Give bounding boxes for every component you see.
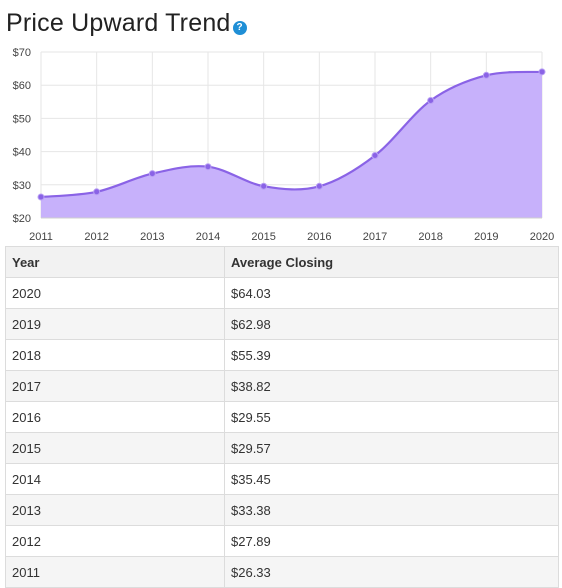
chart-header: Price Upward Trend ? — [6, 6, 247, 40]
x-tick-label: 2016 — [307, 231, 331, 243]
table-header-row: Year Average Closing — [5, 246, 559, 278]
data-point — [371, 152, 379, 160]
x-tick-label: 2013 — [140, 231, 164, 243]
table-row: 2014 $35.45 — [5, 463, 559, 495]
year-cell: 2012 — [5, 525, 225, 557]
closing-cell: $29.57 — [224, 432, 559, 464]
price-table: Year Average Closing 2020 $64.03 2019 $62.… — [5, 246, 559, 588]
year-cell: 2015 — [5, 432, 225, 464]
y-tick-label: $60 — [13, 80, 31, 92]
table-row: 2017 $38.82 — [5, 370, 559, 402]
closing-cell: $35.45 — [224, 463, 559, 495]
y-tick-label: $30 — [13, 180, 31, 192]
table-row: 2012 $27.89 — [5, 525, 559, 557]
y-tick-label: $70 — [13, 47, 31, 59]
closing-cell: $33.38 — [224, 494, 559, 526]
table-row: 2015 $29.57 — [5, 432, 559, 464]
x-tick-label: 2014 — [196, 231, 220, 243]
data-point — [93, 188, 101, 196]
closing-cell: $62.98 — [224, 308, 559, 340]
column-header-year: Year — [5, 246, 225, 278]
x-tick-label: 2011 — [29, 231, 53, 243]
x-tick-label: 2012 — [84, 231, 108, 243]
page-title: Price Upward Trend — [6, 8, 231, 37]
x-tick-label: 2018 — [418, 231, 442, 243]
table-row: 2018 $55.39 — [5, 339, 559, 371]
column-header-average-closing: Average Closing — [224, 246, 559, 278]
data-point — [315, 182, 323, 190]
x-tick-label: 2019 — [474, 231, 498, 243]
year-cell: 2011 — [5, 556, 225, 588]
year-cell: 2013 — [5, 494, 225, 526]
question-circle-icon[interactable]: ? — [232, 20, 247, 35]
year-cell: 2014 — [5, 463, 225, 495]
data-point — [260, 182, 268, 190]
table-row: 2019 $62.98 — [5, 308, 559, 340]
y-tick-label: $20 — [13, 213, 31, 225]
data-point — [427, 97, 435, 105]
series-line — [40, 70, 543, 199]
table-row: 2013 $33.38 — [5, 494, 559, 526]
closing-cell: $29.55 — [224, 401, 559, 433]
data-point — [538, 68, 546, 76]
area-chart: $20 $30 $40 $50 $60 $70 2011 2012 2013 2014 2015 20… — [13, 47, 555, 243]
x-tick-label: 2020 — [530, 231, 554, 243]
table-row: 2020 $64.03 — [5, 277, 559, 309]
table-row: 2016 $29.55 — [5, 401, 559, 433]
year-cell: 2016 — [5, 401, 225, 433]
closing-cell: $38.82 — [224, 370, 559, 402]
table-row: 2011 $26.33 — [5, 556, 559, 588]
data-point — [204, 163, 212, 171]
x-tick-label: 2017 — [363, 231, 387, 243]
y-tick-label: $50 — [13, 113, 31, 125]
data-point — [37, 193, 45, 201]
closing-cell: $26.33 — [224, 556, 559, 588]
year-cell: 2020 — [5, 277, 225, 309]
closing-cell: $27.89 — [224, 525, 559, 557]
closing-cell: $64.03 — [224, 277, 559, 309]
area-fill — [41, 71, 542, 218]
data-point — [148, 170, 156, 178]
year-cell: 2018 — [5, 339, 225, 371]
closing-cell: $55.39 — [224, 339, 559, 371]
year-cell: 2019 — [5, 308, 225, 340]
year-cell: 2017 — [5, 370, 225, 402]
y-tick-label: $40 — [13, 147, 31, 159]
x-tick-label: 2015 — [251, 231, 275, 243]
data-point — [482, 71, 490, 79]
